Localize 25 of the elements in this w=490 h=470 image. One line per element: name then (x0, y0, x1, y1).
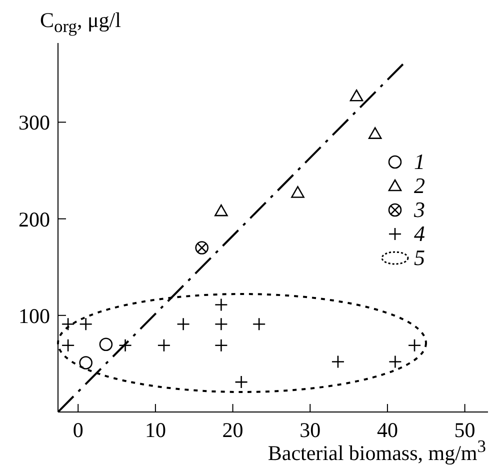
point (252, 317, 266, 331)
y-tick-label: 300 (18, 110, 50, 135)
point (331, 355, 345, 368)
x-tick-label: 10 (144, 418, 166, 442)
y-tick-label: 200 (18, 207, 50, 232)
legend-label: 3 (414, 197, 425, 223)
point (408, 338, 422, 352)
point (79, 356, 92, 370)
x-tick-label: 0 (72, 418, 84, 442)
point (234, 375, 248, 389)
y-tick-label: 100 (18, 304, 50, 328)
annotation: 5 (414, 245, 425, 271)
point (61, 338, 75, 352)
legend-label: 2 (414, 173, 425, 199)
point (291, 186, 304, 198)
point (195, 241, 208, 254)
legend-label: 4 (414, 221, 425, 247)
y-axis-title: C$_{org}$, μg/l (40, 8, 121, 38)
point (214, 204, 228, 216)
point (99, 338, 113, 352)
point (368, 127, 382, 139)
point (157, 338, 171, 352)
x-tick-label: 20 (222, 418, 244, 442)
point (350, 89, 364, 102)
legend-label: 1 (414, 149, 425, 175)
